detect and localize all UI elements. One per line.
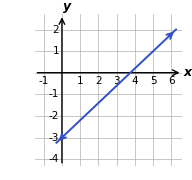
Text: -1: -1 <box>49 89 59 99</box>
Text: 2: 2 <box>53 24 59 35</box>
Text: -4: -4 <box>49 154 59 164</box>
Text: 4: 4 <box>132 76 138 86</box>
Text: 3: 3 <box>113 76 120 86</box>
Text: 2: 2 <box>95 76 102 86</box>
Text: x: x <box>183 66 191 79</box>
Text: 1: 1 <box>53 46 59 56</box>
Text: 5: 5 <box>150 76 156 86</box>
Text: -3: -3 <box>49 132 59 143</box>
Text: -2: -2 <box>49 111 59 121</box>
Text: 6: 6 <box>168 76 175 86</box>
Text: y: y <box>63 0 71 13</box>
Text: 1: 1 <box>77 76 84 86</box>
Text: -1: -1 <box>39 76 49 86</box>
